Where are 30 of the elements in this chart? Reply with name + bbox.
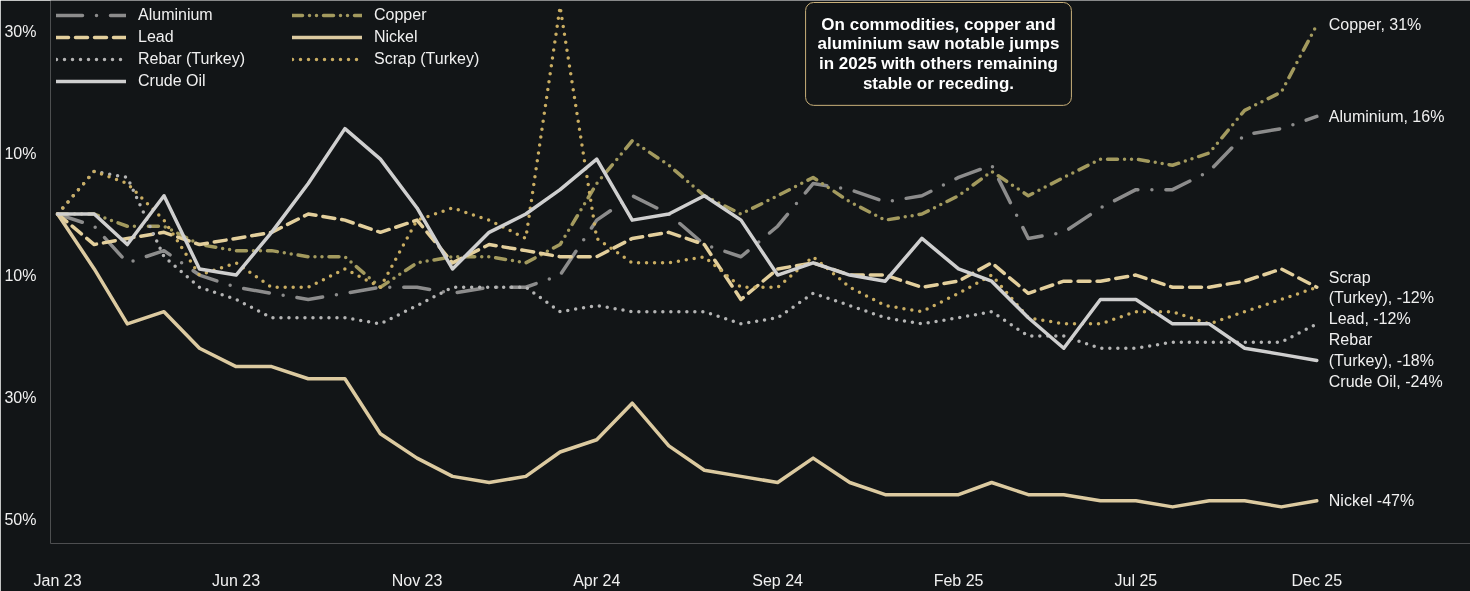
y-tick-label: 30% — [4, 22, 37, 40]
y-tick-label: 50% — [4, 510, 37, 528]
legend-label: Rebar (Turkey) — [138, 50, 246, 68]
y-tick-label: 10% — [4, 144, 37, 162]
legend-label: Nickel — [374, 28, 419, 46]
legend-label: Aluminium — [138, 6, 214, 24]
x-tick-label: Sep 24 — [752, 571, 804, 589]
annotation: Copper, 31% — [1328, 16, 1422, 34]
legend-label: Crude Oil — [138, 72, 207, 90]
annotation: Rebar (Turkey), -18% — [1328, 331, 1434, 369]
legend-label: Copper — [374, 6, 428, 24]
y-tick-label: 10% — [4, 266, 37, 284]
x-tick-label: Jun 23 — [212, 571, 261, 589]
annotation: Lead, -12% — [1328, 310, 1411, 328]
x-tick-label: Apr 24 — [573, 571, 621, 589]
x-tick-label: Feb 25 — [933, 571, 984, 589]
annotation: On commodities, copper and aluminium saw notable jumps in 2025 with others remaining stable or receding. — [817, 14, 1060, 94]
annotation: Aluminium, 16% — [1328, 107, 1445, 125]
annotation: Nickel -47% — [1328, 492, 1415, 510]
annotation: Scrap (Turkey), -12% — [1328, 268, 1434, 306]
legend-label: Scrap (Turkey) — [374, 50, 481, 68]
line-series — [55, 126, 1319, 363]
legend-label: Lead — [138, 28, 175, 46]
line-series — [55, 212, 1319, 509]
y-tick-label: 30% — [4, 388, 37, 406]
x-tick-label: Jan 23 — [33, 571, 82, 589]
x-tick-label: Nov 23 — [391, 571, 443, 589]
annotation: Crude Oil, -24% — [1328, 372, 1443, 390]
x-tick-label: Dec 25 — [1291, 571, 1343, 589]
x-tick-label: Jul 25 — [1114, 571, 1158, 589]
